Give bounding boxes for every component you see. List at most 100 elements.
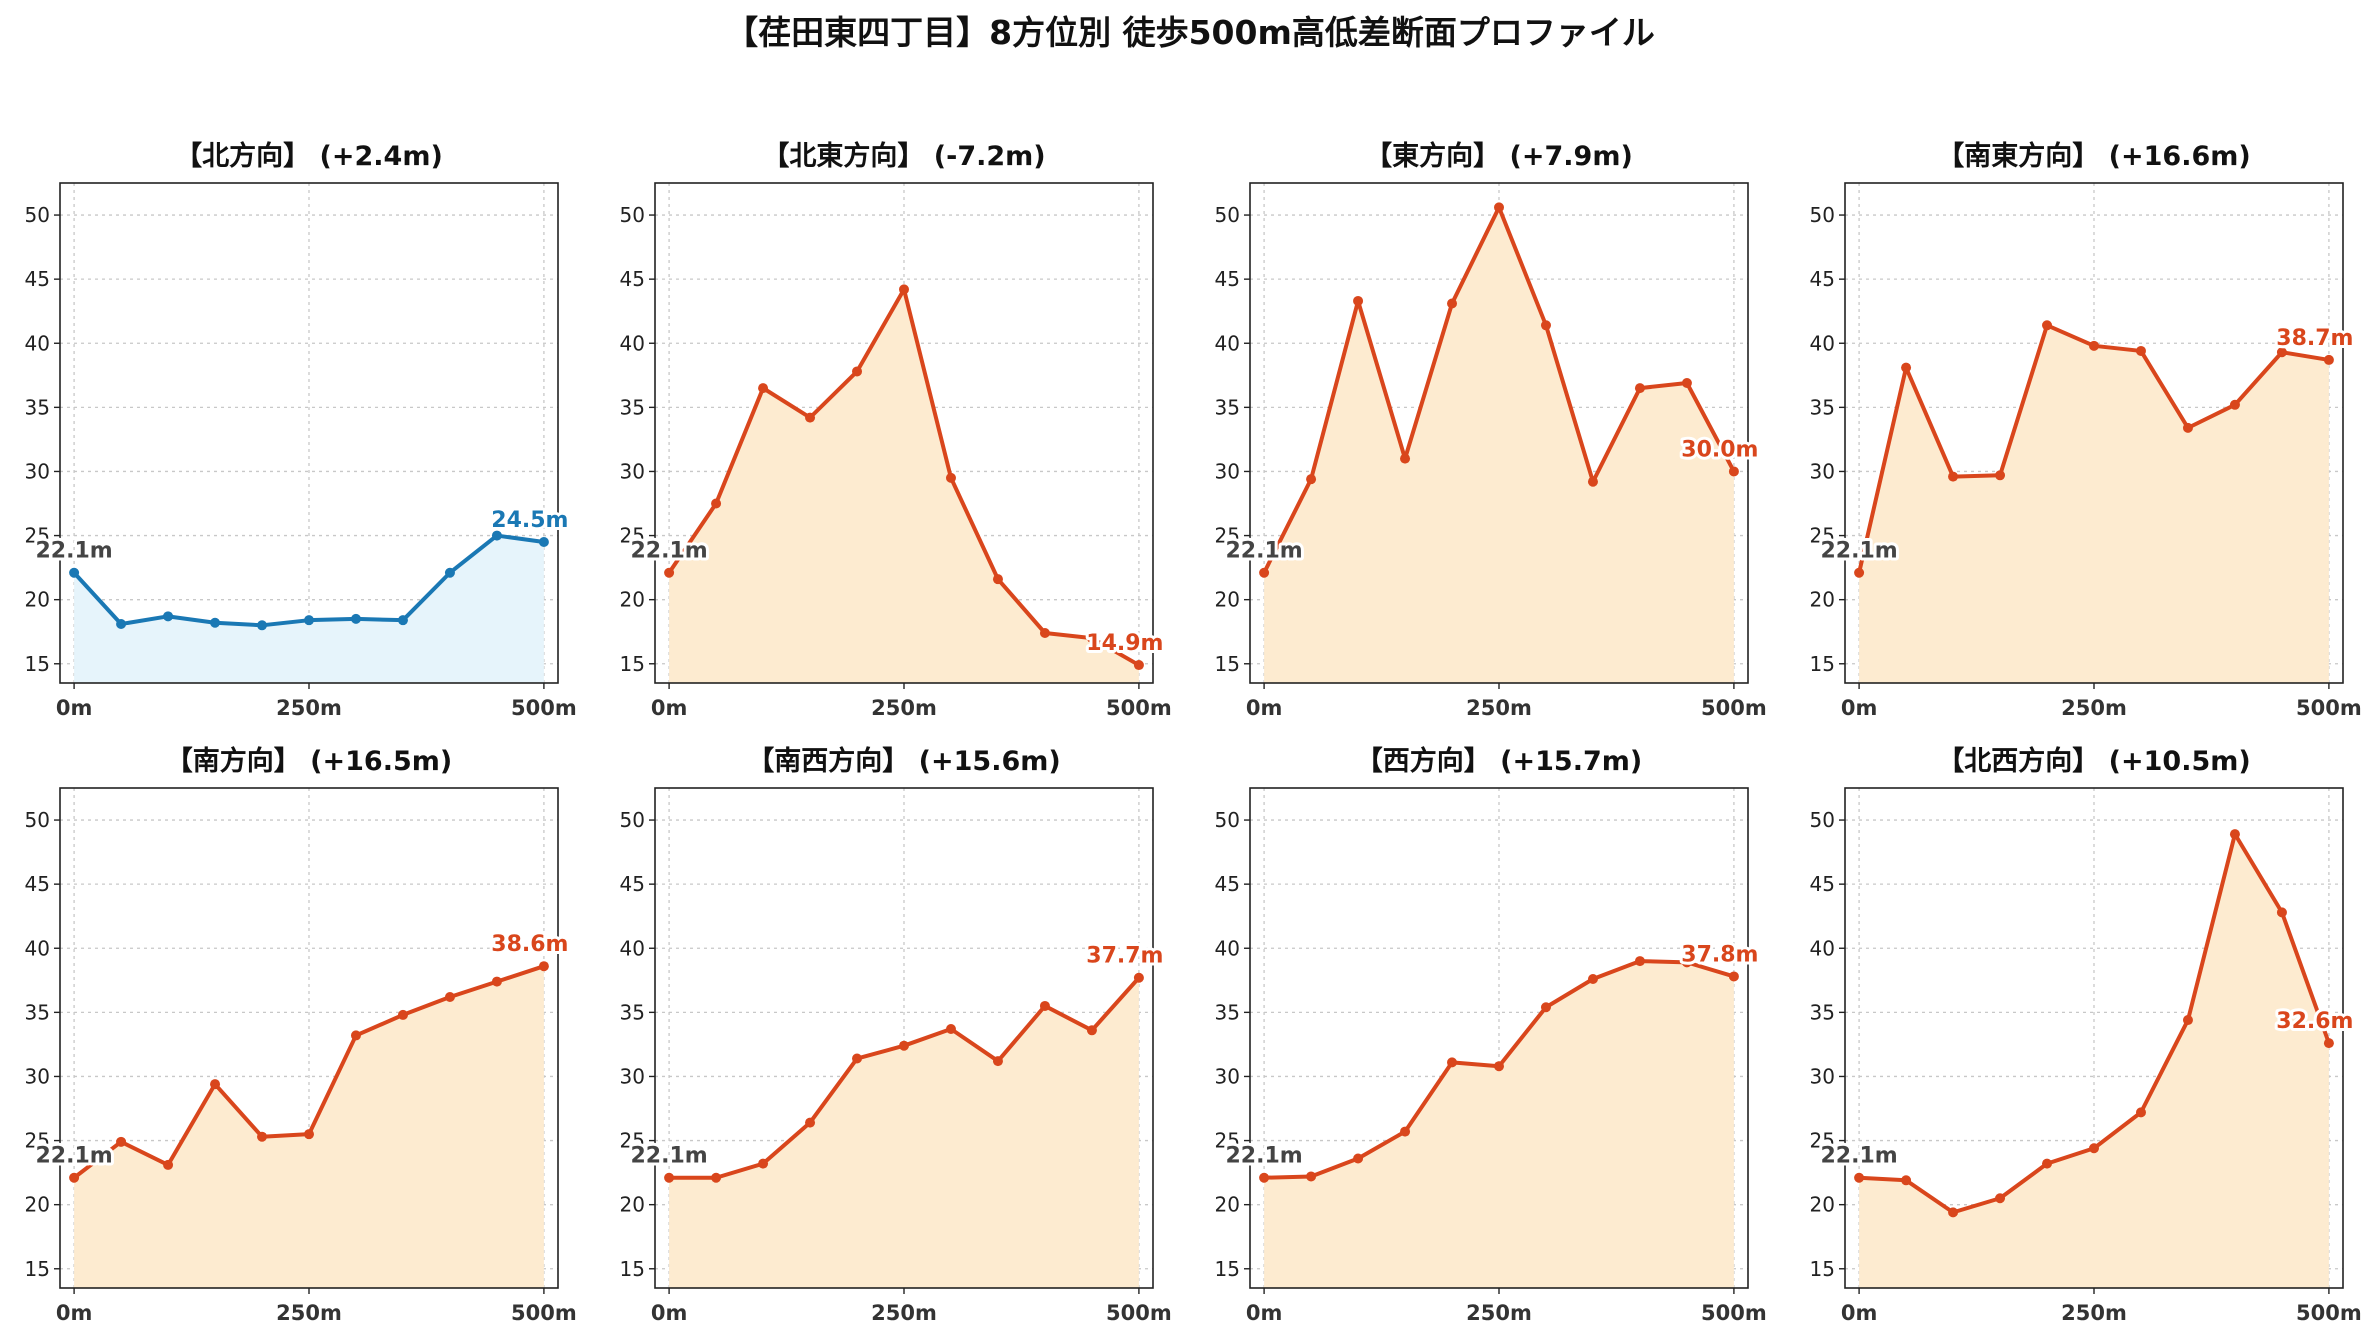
data-point [2135, 345, 2146, 356]
data-point [163, 611, 174, 622]
data-point [758, 383, 769, 394]
data-point [1901, 362, 1912, 373]
x-tick-label: 250m [2061, 1301, 2127, 1325]
data-point [210, 617, 221, 628]
panel-title: 【北西方向】 (+10.5m) [1937, 745, 2250, 777]
y-tick-label: 45 [25, 267, 50, 291]
data-point [1995, 1193, 2006, 1204]
x-tick-label: 250m [1466, 1301, 1532, 1325]
area-fill [74, 966, 544, 1288]
data-point [1086, 1025, 1097, 1036]
data-point [711, 498, 722, 509]
x-tick-label: 0m [1841, 696, 1878, 720]
y-tick-label: 50 [620, 203, 645, 227]
y-tick-label: 25 [25, 524, 50, 548]
y-tick-label: 30 [1810, 1064, 1835, 1088]
x-tick-label: 500m [1701, 696, 1767, 720]
y-tick-label: 25 [1810, 524, 1835, 548]
data-point [1494, 1061, 1504, 1072]
start-value-label: 22.1m [1820, 1144, 1897, 1169]
end-value-label: 37.8m [1681, 942, 1758, 967]
data-point [444, 991, 455, 1002]
y-tick-label: 30 [25, 459, 50, 483]
x-tick-label: 250m [1466, 696, 1532, 720]
y-tick-label: 35 [1215, 1000, 1240, 1024]
y-tick-label: 35 [620, 395, 645, 419]
area-fill [74, 535, 544, 683]
data-point [1995, 470, 2006, 481]
y-tick-label: 20 [620, 588, 645, 612]
end-value-label: 38.6m [491, 932, 568, 957]
x-tick-label: 0m [56, 1301, 93, 1325]
data-point [758, 1158, 769, 1169]
end-value-label: 24.5m [491, 508, 568, 533]
data-point [1681, 378, 1692, 388]
x-tick-label: 500m [2296, 696, 2362, 720]
data-point [1854, 1172, 1865, 1183]
y-tick-label: 40 [620, 936, 645, 960]
data-point [444, 567, 455, 578]
panel-title: 【東方向】 (+7.9m) [1365, 140, 1633, 172]
end-value-label: 32.6m [2276, 1009, 2353, 1034]
y-tick-label: 25 [620, 524, 645, 548]
y-tick-label: 25 [620, 1129, 645, 1153]
x-tick-label: 250m [276, 696, 342, 720]
data-point [1306, 474, 1317, 485]
data-point [304, 615, 314, 626]
start-value-label: 22.1m [1820, 539, 1897, 564]
data-point [2089, 1143, 2099, 1154]
x-tick-label: 0m [651, 1301, 688, 1325]
y-tick-label: 20 [25, 588, 50, 612]
y-tick-label: 30 [1810, 459, 1835, 483]
x-tick-label: 250m [2061, 696, 2127, 720]
data-point [664, 1172, 675, 1183]
data-point [2089, 340, 2099, 351]
data-point [163, 1159, 174, 1170]
end-value-label: 14.9m [1086, 631, 1163, 656]
y-tick-label: 50 [25, 203, 50, 227]
panel-title: 【北方向】 (+2.4m) [175, 140, 443, 172]
y-tick-label: 20 [620, 1193, 645, 1217]
y-tick-label: 20 [1215, 588, 1240, 612]
data-point [1681, 957, 1692, 968]
y-tick-label: 50 [25, 808, 50, 832]
y-tick-label: 40 [620, 331, 645, 355]
data-point [350, 613, 361, 624]
data-point [2042, 320, 2053, 331]
data-point [2229, 399, 2240, 410]
panel-title: 【南東方向】 (+16.6m) [1937, 140, 2250, 172]
data-point [1948, 1207, 1959, 1218]
y-tick-label: 45 [1810, 872, 1835, 896]
y-tick-label: 30 [1215, 459, 1240, 483]
x-tick-label: 0m [1841, 1301, 1878, 1325]
panel-title: 【西方向】 (+15.7m) [1356, 745, 1642, 777]
y-tick-label: 15 [25, 1257, 50, 1281]
y-tick-label: 15 [1810, 652, 1835, 676]
y-tick-label: 50 [1810, 203, 1835, 227]
data-point [2135, 1107, 2146, 1118]
data-point [2182, 1015, 2193, 1026]
data-point [1400, 453, 1411, 464]
y-tick-label: 35 [1810, 395, 1835, 419]
data-point [538, 961, 549, 972]
y-tick-label: 40 [1810, 936, 1835, 960]
data-point [69, 1172, 80, 1183]
y-tick-label: 35 [1810, 1000, 1835, 1024]
area-fill [669, 977, 1139, 1288]
data-point [805, 412, 816, 423]
data-point [2276, 907, 2287, 918]
data-point [1854, 567, 1865, 578]
start-value-label: 22.1m [630, 539, 707, 564]
data-point [2042, 1158, 2053, 1169]
end-value-label: 30.0m [1681, 437, 1758, 462]
y-tick-label: 50 [1215, 203, 1240, 227]
data-point [1259, 1172, 1270, 1183]
data-point [992, 574, 1003, 585]
y-tick-label: 45 [1215, 267, 1240, 291]
data-point [1039, 628, 1050, 638]
x-tick-label: 500m [511, 1301, 577, 1325]
data-point [304, 1129, 314, 1140]
